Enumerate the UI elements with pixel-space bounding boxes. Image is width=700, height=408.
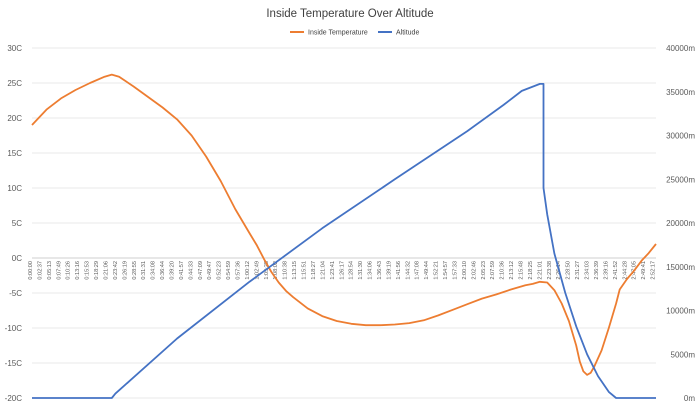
y-left-tick-label: 10C bbox=[7, 184, 22, 193]
x-tick-label: 2:02:46 bbox=[471, 261, 477, 280]
x-tick-label: 0:13:16 bbox=[75, 261, 81, 280]
x-tick-label: 0:26:19 bbox=[122, 261, 128, 280]
x-tick-label: 0:49:47 bbox=[207, 261, 213, 280]
x-tick-label: 1:39:19 bbox=[386, 261, 392, 280]
legend-label: Altitude bbox=[396, 30, 419, 37]
x-tick-label: 1:34:06 bbox=[368, 261, 374, 280]
x-tick-label: 0:10:26 bbox=[66, 261, 72, 280]
x-tick-label: 0:36:44 bbox=[160, 261, 166, 280]
y-right-tick-label: 35000m bbox=[666, 88, 695, 97]
y-left-tick-label: 0C bbox=[12, 254, 22, 263]
series-line-altitude bbox=[32, 83, 656, 399]
x-tick-label: 1:47:08 bbox=[415, 261, 421, 280]
x-tick-label: 0:07:49 bbox=[56, 261, 62, 280]
x-tick-label: 1:13:15 bbox=[292, 261, 298, 280]
x-tick-label: 1:02:49 bbox=[254, 261, 260, 280]
x-tick-label: 1:15:51 bbox=[302, 261, 308, 280]
x-tick-label: 0:05:13 bbox=[47, 261, 53, 280]
x-tick-label: 1:57:33 bbox=[452, 261, 458, 280]
x-tick-label: 1:44:32 bbox=[405, 261, 411, 280]
x-tick-label: 2:07:59 bbox=[490, 261, 496, 280]
x-tick-label: 0:31:31 bbox=[141, 261, 147, 280]
y-left-tick-label: -20C bbox=[5, 394, 23, 403]
x-tick-label: 2:49:41 bbox=[641, 261, 647, 280]
y-right-tick-label: 10000m bbox=[666, 307, 695, 316]
y-left-tick-label: 20C bbox=[7, 114, 22, 123]
x-tick-label: 0:21:06 bbox=[103, 261, 109, 280]
y-left-tick-label: -5C bbox=[9, 289, 22, 298]
y-right-tick-label: 30000m bbox=[666, 132, 695, 141]
y-left-tick-label: 30C bbox=[7, 44, 22, 53]
x-tick-label: 0:23:42 bbox=[113, 261, 119, 280]
x-tick-label: 1:21:04 bbox=[320, 261, 326, 280]
x-tick-label: 1:54:57 bbox=[443, 261, 449, 280]
left-axis-ticks: -20C -15C -10C -5C 0C 5C 10C 15C 20C 25C 30C bbox=[5, 44, 23, 403]
x-tick-label: 1:00:12 bbox=[245, 261, 251, 280]
x-tick-label: 2:28:50 bbox=[566, 261, 572, 280]
x-tick-label: 1:41:56 bbox=[396, 261, 402, 280]
x-tick-label: 1:18:27 bbox=[311, 261, 317, 280]
x-tick-label: 0:18:29 bbox=[94, 261, 100, 280]
x-tick-label: 1:36:43 bbox=[377, 261, 383, 280]
x-tick-label: 2:23:38 bbox=[547, 261, 553, 280]
x-tick-label: 0:41:57 bbox=[179, 261, 185, 280]
x-tick-label: 0:02:37 bbox=[37, 261, 43, 280]
y-left-tick-label: 15C bbox=[7, 149, 22, 158]
series-lines bbox=[31, 73, 657, 399]
y-right-tick-label: 25000m bbox=[666, 175, 695, 184]
legend: Inside Temperature Altitude bbox=[290, 30, 419, 37]
gridlines bbox=[32, 47, 656, 399]
x-tick-label: 1:26:17 bbox=[339, 261, 345, 280]
x-tick-label: 1:08:02 bbox=[273, 261, 279, 280]
x-tick-label: 2:36:39 bbox=[594, 261, 600, 280]
x-tick-label: 0:34:08 bbox=[151, 261, 157, 280]
x-tick-label: 0:52:23 bbox=[217, 261, 223, 280]
y-left-tick-label: -10C bbox=[5, 324, 23, 333]
x-tick-label: 2:34:03 bbox=[585, 261, 591, 280]
x-tick-label: 2:18:25 bbox=[528, 261, 534, 280]
legend-label: Inside Temperature bbox=[308, 30, 368, 37]
y-right-tick-label: 15000m bbox=[666, 263, 695, 272]
y-right-tick-label: 40000m bbox=[666, 44, 695, 53]
x-tick-label: 2:44:28 bbox=[622, 261, 628, 280]
x-tick-label: 1:49:44 bbox=[424, 261, 430, 280]
x-tick-label: 0:57:36 bbox=[236, 261, 242, 280]
y-right-tick-label: 5000m bbox=[671, 350, 696, 359]
series-line-inside-temperature bbox=[31, 73, 657, 376]
y-right-tick-label: 0m bbox=[684, 394, 695, 403]
x-tick-label: 0:47:09 bbox=[198, 261, 204, 280]
x-tick-label: 1:10:38 bbox=[283, 261, 289, 280]
x-tick-label: 2:31:27 bbox=[575, 261, 581, 280]
right-axis-ticks: 0m 5000m 10000m 15000m 20000m 25000m 30000m 350… bbox=[666, 44, 695, 403]
x-tick-label: 2:41:52 bbox=[613, 261, 619, 280]
x-axis-ticks: 0:00:00 0:02:37 0:05:13 0:07:49 0:10:26 0:13:… bbox=[28, 261, 657, 280]
x-tick-label: 0:00:00 bbox=[28, 261, 34, 280]
y-left-tick-label: 25C bbox=[7, 79, 22, 88]
x-tick-label: 2:52:17 bbox=[651, 261, 657, 280]
x-tick-label: 0:39:20 bbox=[169, 261, 175, 280]
x-tick-label: 0:44:33 bbox=[188, 261, 194, 280]
x-tick-label: 0:54:59 bbox=[226, 261, 232, 280]
x-tick-label: 0:28:55 bbox=[132, 261, 138, 280]
x-tick-label: 1:05:25 bbox=[264, 261, 270, 280]
x-tick-label: 2:21:01 bbox=[537, 261, 543, 280]
x-tick-label: 1:52:21 bbox=[434, 261, 440, 280]
x-tick-label: 2:15:48 bbox=[518, 261, 524, 280]
x-tick-label: 2:13:12 bbox=[509, 261, 515, 280]
x-tick-label: 2:10:36 bbox=[500, 261, 506, 280]
x-tick-label: 1:23:41 bbox=[330, 261, 336, 280]
y-left-tick-label: -15C bbox=[5, 359, 23, 368]
x-tick-label: 2:05:23 bbox=[481, 261, 487, 280]
x-tick-label: 1:31:30 bbox=[358, 261, 364, 280]
x-tick-label: 1:28:54 bbox=[349, 261, 355, 280]
y-right-tick-label: 20000m bbox=[666, 219, 695, 228]
x-tick-label: 0:15:53 bbox=[85, 261, 91, 280]
chart-title: Inside Temperature Over Altitude bbox=[266, 8, 433, 20]
x-tick-label: 2:00:10 bbox=[462, 261, 468, 280]
y-left-tick-label: 5C bbox=[12, 219, 22, 228]
x-tick-label: 2:39:16 bbox=[603, 261, 609, 280]
